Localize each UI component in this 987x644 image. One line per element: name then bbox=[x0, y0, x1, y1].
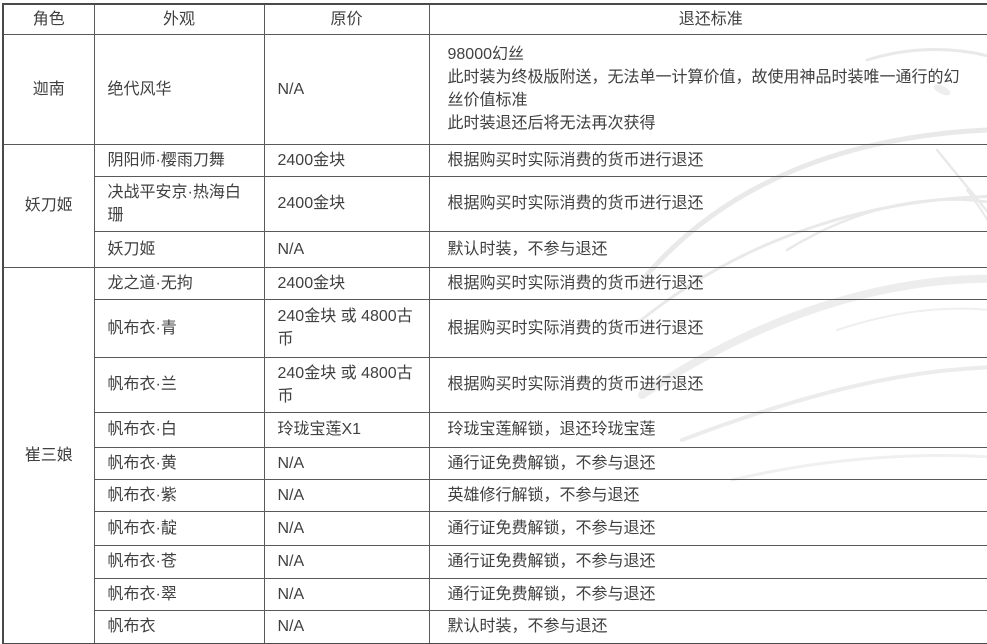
price-cell: N/A bbox=[263, 609, 430, 644]
refund-cell: 根据购买时实际消费的货币进行退还 bbox=[428, 298, 987, 358]
table-row: 妖刀姬 阴阳师·樱雨刀舞 2400金块 根据购买时实际消费的货币进行退还 bbox=[2, 143, 987, 268]
costume-refund-table: 角色 外观 原价 退还标准 迦南 绝代风华 N/A 98000幻丝 此时装为终极… bbox=[2, 3, 987, 644]
refund-cell: 默认时装，不参与退还 bbox=[428, 230, 987, 268]
appearance-cell: 决战平安京·热海白珊 bbox=[93, 175, 265, 232]
appearance-cell: 帆布衣·苍 bbox=[93, 544, 265, 579]
appearance-cell: 帆布衣·青 bbox=[93, 298, 265, 358]
refund-cell: 根据购买时实际消费的货币进行退还 bbox=[428, 356, 987, 413]
table-row: 迦南 绝代风华 N/A 98000幻丝 此时装为终极版附送，无法单一计算价值，故… bbox=[2, 33, 987, 145]
appearance-cell: 帆布衣·兰 bbox=[93, 356, 265, 413]
price-cell: N/A bbox=[263, 544, 430, 579]
appearance-cell: 帆布衣·翠 bbox=[93, 577, 265, 611]
refund-cell: 98000幻丝 此时装为终极版附送，无法单一计算价值，故使用神品时装唯一通行的幻… bbox=[428, 33, 987, 145]
refund-line: 此时装为终极版附送，无法单一计算价值，故使用神品时装唯一通行的幻丝价值标准 bbox=[447, 69, 960, 109]
appearance-cell: 绝代风华 bbox=[93, 33, 265, 145]
price-cell: 2400金块 bbox=[263, 175, 430, 232]
col-header-price: 原价 bbox=[263, 3, 430, 35]
table-row: 帆布衣·兰 240金块 或 4800古币 根据购买时实际消费的货币进行退还 bbox=[3, 356, 987, 413]
refund-line: 98000幻丝 bbox=[447, 46, 525, 63]
price-cell: N/A bbox=[263, 446, 430, 480]
col-header-refund: 退还标准 bbox=[428, 3, 987, 35]
table-row: 妖刀姬 N/A 默认时装，不参与退还 bbox=[3, 230, 987, 268]
header-row: 角色 外观 原价 退还标准 bbox=[2, 3, 987, 35]
price-cell: N/A bbox=[263, 478, 430, 512]
table-row: 帆布衣·黄 N/A 通行证免费解锁，不参与退还 bbox=[3, 446, 987, 480]
refund-cell: 默认时装，不参与退还 bbox=[428, 609, 987, 644]
character-cell: 崔三娘 bbox=[2, 266, 95, 644]
character-cell: 妖刀姬 bbox=[2, 143, 95, 268]
price-cell: N/A bbox=[263, 577, 430, 611]
table-row: 帆布衣·白 玲珑宝莲X1 玲珑宝莲解锁，退还玲珑宝莲 bbox=[3, 411, 987, 448]
col-header-appearance: 外观 bbox=[93, 3, 265, 35]
table-row: 帆布衣 N/A 默认时装，不参与退还 bbox=[3, 609, 987, 644]
appearance-cell: 帆布衣·紫 bbox=[93, 478, 265, 512]
appearance-cell: 帆布衣·白 bbox=[93, 411, 265, 448]
table-row: 帆布衣·青 240金块 或 4800古币 根据购买时实际消费的货币进行退还 bbox=[3, 298, 987, 358]
appearance-cell: 帆布衣·黄 bbox=[93, 446, 265, 480]
price-cell: 240金块 或 4800古币 bbox=[263, 356, 430, 413]
table-row: 帆布衣·紫 N/A 英雄修行解锁，不参与退还 bbox=[3, 478, 987, 512]
appearance-cell: 帆布衣·靛 bbox=[93, 510, 265, 546]
table-row: 崔三娘 龙之道·无拘 2400金块 根据购买时实际消费的货币进行退还 bbox=[2, 266, 987, 644]
table-row: 帆布衣·靛 N/A 通行证免费解锁，不参与退还 bbox=[3, 510, 987, 546]
refund-cell: 通行证免费解锁，不参与退还 bbox=[428, 544, 987, 579]
price-cell: N/A bbox=[263, 33, 430, 145]
refund-cell: 通行证免费解锁，不参与退还 bbox=[428, 577, 987, 611]
refund-cell: 根据购买时实际消费的货币进行退还 bbox=[428, 266, 987, 300]
appearance-cell: 龙之道·无拘 bbox=[93, 266, 265, 300]
refund-cell: 根据购买时实际消费的货币进行退还 bbox=[428, 143, 987, 177]
refund-line: 此时装退还后将无法再次获得 bbox=[447, 115, 656, 132]
col-header-role: 角色 bbox=[2, 3, 95, 35]
appearance-cell: 妖刀姬 bbox=[93, 230, 265, 268]
appearance-cell: 帆布衣 bbox=[93, 609, 265, 644]
refund-cell: 根据购买时实际消费的货币进行退还 bbox=[428, 175, 987, 232]
refund-cell: 通行证免费解锁，不参与退还 bbox=[428, 510, 987, 546]
price-cell: 240金块 或 4800古币 bbox=[263, 298, 430, 358]
appearance-cell: 阴阳师·樱雨刀舞 bbox=[93, 143, 265, 177]
refund-cell: 玲珑宝莲解锁，退还玲珑宝莲 bbox=[428, 411, 987, 448]
price-cell: 2400金块 bbox=[263, 266, 430, 300]
price-cell: N/A bbox=[263, 230, 430, 268]
refund-cell: 英雄修行解锁，不参与退还 bbox=[428, 478, 987, 512]
character-cell: 迦南 bbox=[2, 33, 95, 145]
price-cell: 2400金块 bbox=[263, 143, 430, 177]
price-cell: 玲珑宝莲X1 bbox=[263, 411, 430, 448]
table-row: 帆布衣·苍 N/A 通行证免费解锁，不参与退还 bbox=[3, 544, 987, 579]
table-row: 决战平安京·热海白珊 2400金块 根据购买时实际消费的货币进行退还 bbox=[3, 175, 987, 232]
price-cell: N/A bbox=[263, 510, 430, 546]
refund-cell: 通行证免费解锁，不参与退还 bbox=[428, 446, 987, 480]
table-row: 帆布衣·翠 N/A 通行证免费解锁，不参与退还 bbox=[3, 577, 987, 611]
